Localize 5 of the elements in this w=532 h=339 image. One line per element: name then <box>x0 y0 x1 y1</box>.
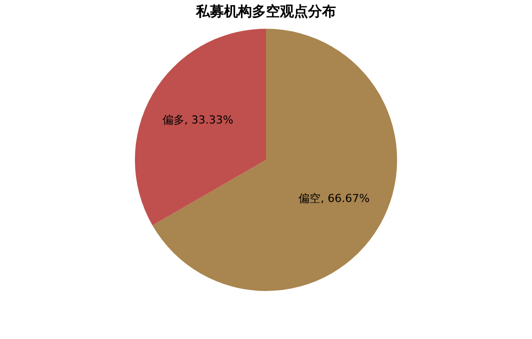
chart-title: 私募机构多空观点分布 <box>195 3 336 20</box>
slice-label: 偏空 <box>298 192 321 206</box>
data-label: , 66.67% <box>320 192 370 206</box>
data-label: , 33.33% <box>184 113 234 126</box>
slice-label: 偏多 <box>162 113 184 126</box>
